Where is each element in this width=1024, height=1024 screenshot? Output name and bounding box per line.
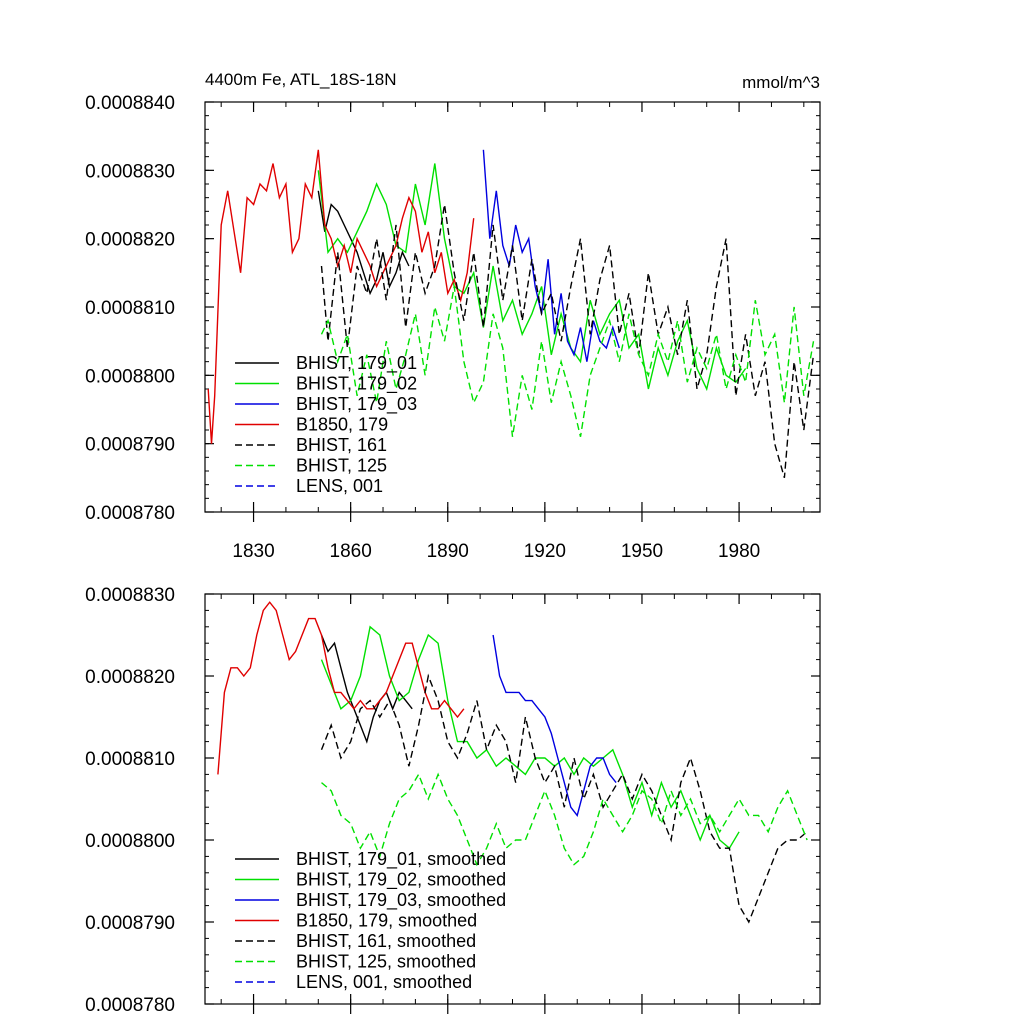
legend-label: BHIST, 179_03 xyxy=(296,394,417,415)
top-chart: 0.0008780 0.0008790 0.0008800 0.0008810 0.00… xyxy=(85,93,821,562)
legend-label: B1850, 179, smoothed xyxy=(296,911,477,931)
y-tick-label: 0.0008830 xyxy=(85,585,175,606)
y-tick-label: 0.0008800 xyxy=(85,366,175,387)
legend-label: BHIST, 179_03, smoothed xyxy=(296,890,506,911)
x-tick-label: 1950 xyxy=(621,541,663,562)
y-tick-label: 0.0008810 xyxy=(85,749,175,770)
series-line xyxy=(207,149,475,444)
y-tick-label: 0.0008820 xyxy=(85,667,175,688)
series-line xyxy=(320,286,815,437)
legend-label: BHIST, 161 xyxy=(296,435,387,455)
legend-label: BHIST, 125, smoothed xyxy=(296,952,476,972)
bottom-chart: 0.0008780 0.0008790 0.0008800 0.0008810 0.00… xyxy=(85,585,821,1016)
y-tick-label: 0.0008790 xyxy=(85,435,175,456)
y-tick-label: 0.0008830 xyxy=(85,161,175,182)
y-tick-label: 0.0008780 xyxy=(85,995,175,1016)
series-line xyxy=(317,163,747,392)
legend-label: BHIST, 179_02 xyxy=(296,374,417,395)
x-tick-label: 1890 xyxy=(427,541,469,562)
legend-label: LENS, 001, smoothed xyxy=(296,972,472,992)
series-line xyxy=(320,673,808,924)
y-tick-label: 0.0008840 xyxy=(85,93,175,114)
units-label: mmol/m^3 xyxy=(742,73,820,92)
legend-label: BHIST, 179_01, smoothed xyxy=(296,849,506,870)
series-line xyxy=(317,190,410,296)
series-line xyxy=(217,601,465,775)
chart-title: 4400m Fe, ATL_18S-18N xyxy=(205,70,397,89)
x-tick-label: 1860 xyxy=(330,541,372,562)
y-tick-label: 0.0008820 xyxy=(85,230,175,251)
series-line xyxy=(492,634,617,817)
legend-label: BHIST, 179_02, smoothed xyxy=(296,870,506,891)
x-tick-label: 1980 xyxy=(718,541,760,562)
legend-label: BHIST, 125 xyxy=(296,456,387,476)
legend-label: BHIST, 179_01 xyxy=(296,353,417,374)
series-line xyxy=(320,634,413,744)
y-tick-label: 0.0008790 xyxy=(85,913,175,934)
series-line xyxy=(321,772,808,867)
legend-label: LENS, 001 xyxy=(296,476,383,496)
x-tick-label: 1830 xyxy=(232,541,274,562)
y-tick-label: 0.0008800 xyxy=(85,831,175,852)
x-tick-label: 1920 xyxy=(524,541,566,562)
series-line xyxy=(320,204,815,478)
legend-label: BHIST, 161, smoothed xyxy=(296,931,476,951)
y-tick-label: 0.0008780 xyxy=(85,503,175,524)
y-tick-label: 0.0008810 xyxy=(85,298,175,319)
legend-label: B1850, 179 xyxy=(296,415,388,435)
